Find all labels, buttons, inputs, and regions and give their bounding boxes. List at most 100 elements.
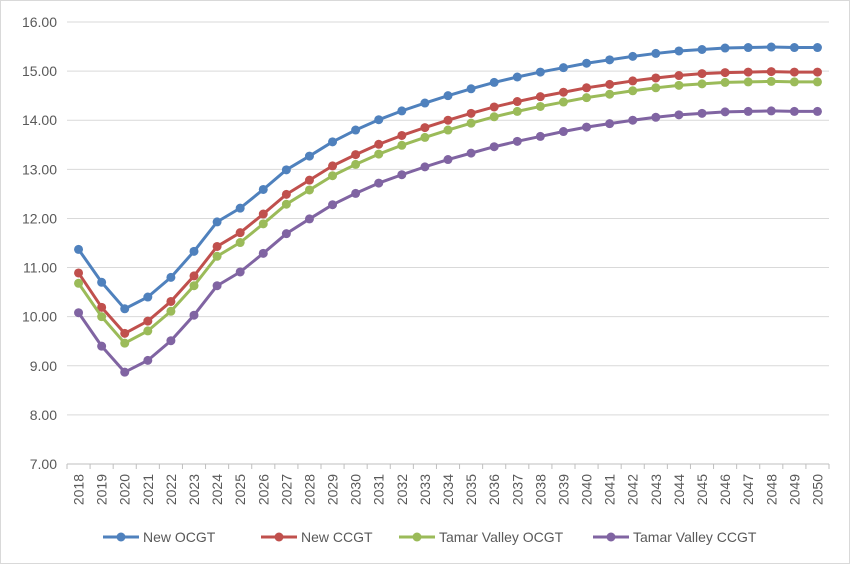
- data-point: [628, 115, 638, 125]
- data-point: [535, 92, 545, 102]
- y-tick-label: 14.00: [22, 112, 57, 128]
- data-point: [535, 101, 545, 111]
- data-point: [582, 93, 592, 103]
- data-point: [674, 110, 684, 120]
- x-tick-label: 2027: [278, 474, 294, 505]
- data-point: [235, 267, 245, 277]
- data-point: [189, 271, 199, 281]
- data-point: [720, 43, 730, 53]
- data-point: [304, 151, 314, 161]
- data-point: [258, 209, 268, 219]
- data-point: [97, 277, 107, 287]
- x-tick-label: 2037: [509, 474, 525, 505]
- data-point: [789, 43, 799, 53]
- y-tick-label: 10.00: [22, 309, 57, 325]
- data-point: [489, 77, 499, 87]
- data-point: [720, 77, 730, 87]
- data-point: [512, 97, 522, 107]
- data-point: [743, 43, 753, 53]
- data-point: [720, 68, 730, 78]
- data-point: [189, 246, 199, 256]
- data-point: [304, 185, 314, 195]
- x-tick-label: 2034: [440, 474, 456, 505]
- data-point: [235, 228, 245, 238]
- x-tick-label: 2035: [463, 474, 479, 505]
- legend-swatch-marker: [274, 532, 284, 542]
- data-point: [120, 328, 130, 338]
- data-point: [674, 80, 684, 90]
- data-point: [74, 244, 84, 254]
- data-point: [97, 302, 107, 312]
- data-point: [812, 43, 822, 53]
- series-line-3: [77, 109, 819, 374]
- x-tick-label: 2049: [786, 474, 802, 505]
- data-point: [374, 149, 384, 159]
- x-tick-label: 2044: [671, 474, 687, 505]
- data-point: [766, 106, 776, 116]
- data-point: [143, 355, 153, 365]
- data-point: [558, 87, 568, 97]
- data-point: [789, 106, 799, 116]
- data-point: [166, 306, 176, 316]
- x-tick-label: 2031: [371, 474, 387, 505]
- data-point: [281, 199, 291, 209]
- legend-swatch-marker: [606, 532, 616, 542]
- data-point: [212, 217, 222, 227]
- x-tick-label: 2041: [602, 474, 618, 505]
- data-point: [812, 106, 822, 116]
- x-tick-label: 2026: [255, 474, 271, 505]
- x-tick-label: 2018: [71, 474, 87, 505]
- data-point: [605, 89, 615, 99]
- x-tick-label: 2046: [717, 474, 733, 505]
- data-point: [120, 367, 130, 377]
- data-point: [328, 137, 338, 147]
- data-point: [212, 241, 222, 251]
- x-tick-label: 2045: [694, 474, 710, 505]
- x-tick-label: 2022: [163, 474, 179, 505]
- data-point: [489, 102, 499, 112]
- data-point: [605, 79, 615, 89]
- data-point: [443, 115, 453, 125]
- data-point: [189, 310, 199, 320]
- data-point: [374, 115, 384, 125]
- data-point: [328, 171, 338, 181]
- y-tick-label: 9.00: [30, 358, 57, 374]
- legend-swatch-marker: [116, 532, 126, 542]
- data-point: [397, 170, 407, 180]
- y-tick-label: 11.00: [23, 260, 57, 276]
- data-point: [651, 83, 661, 93]
- data-point: [628, 76, 638, 86]
- data-point: [535, 67, 545, 77]
- x-tick-label: 2032: [394, 474, 410, 505]
- data-point: [605, 119, 615, 129]
- data-point: [512, 72, 522, 82]
- data-point: [512, 106, 522, 116]
- data-point: [466, 118, 476, 128]
- data-point: [558, 63, 568, 73]
- data-point: [466, 108, 476, 118]
- x-tick-label: 2030: [348, 474, 364, 505]
- x-tick-label: 2048: [763, 474, 779, 505]
- x-tick-label: 2036: [486, 474, 502, 505]
- data-point: [582, 83, 592, 93]
- data-point: [674, 46, 684, 56]
- data-point: [443, 125, 453, 135]
- data-point: [420, 123, 430, 133]
- data-point: [304, 214, 314, 224]
- data-point: [443, 155, 453, 165]
- data-point: [674, 71, 684, 81]
- x-tick-label: 2023: [186, 474, 202, 505]
- data-point: [374, 178, 384, 188]
- legend-label: New CCGT: [301, 529, 373, 545]
- data-point: [420, 98, 430, 108]
- data-point: [743, 106, 753, 116]
- y-tick-label: 12.00: [22, 210, 57, 226]
- data-point: [812, 77, 822, 87]
- data-point: [720, 107, 730, 117]
- data-point: [558, 97, 568, 107]
- data-point: [281, 189, 291, 199]
- data-point: [189, 281, 199, 291]
- data-point: [97, 312, 107, 322]
